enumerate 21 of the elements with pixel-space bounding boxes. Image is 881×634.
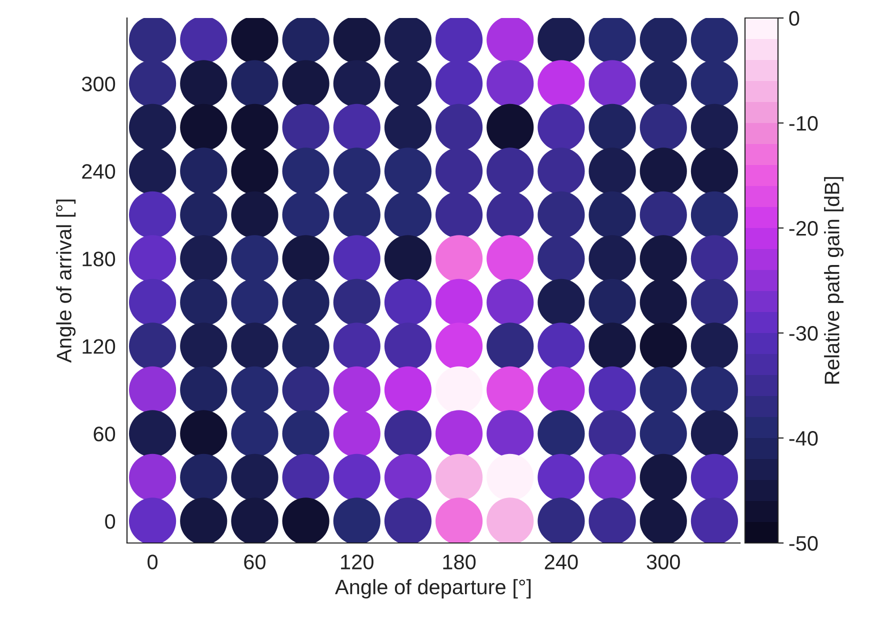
color-bar-label: 0 — [789, 11, 800, 26]
x-tick-label: 0 — [148, 554, 158, 570]
color-bar-label: -40 — [789, 431, 818, 446]
y-tick-label: 240 — [82, 164, 116, 179]
y-tick-label: 300 — [82, 76, 116, 92]
x-tick-label: 300 — [646, 554, 680, 570]
y-tick-label: 120 — [82, 339, 116, 354]
y-axis-title: Angle of arrival [°] — [56, 200, 76, 363]
color-bar-title: Relative path gain [dB] — [824, 177, 844, 384]
x-tick-label: 60 — [244, 554, 266, 570]
color-bar-label: -20 — [789, 221, 818, 236]
y-tick-label: 0 — [105, 514, 116, 529]
color-bar-label: -30 — [789, 326, 818, 341]
color-bar-label: -10 — [789, 116, 818, 131]
x-tick-label: 240 — [544, 554, 578, 570]
x-tick-label: 120 — [341, 554, 374, 570]
y-tick-label: 60 — [94, 426, 116, 442]
x-axis-title: Angle of departure [°] — [334, 579, 531, 599]
color-bar-label: -50 — [789, 536, 818, 551]
x-tick-label: 180 — [443, 554, 476, 570]
y-tick-label: 180 — [82, 252, 116, 266]
